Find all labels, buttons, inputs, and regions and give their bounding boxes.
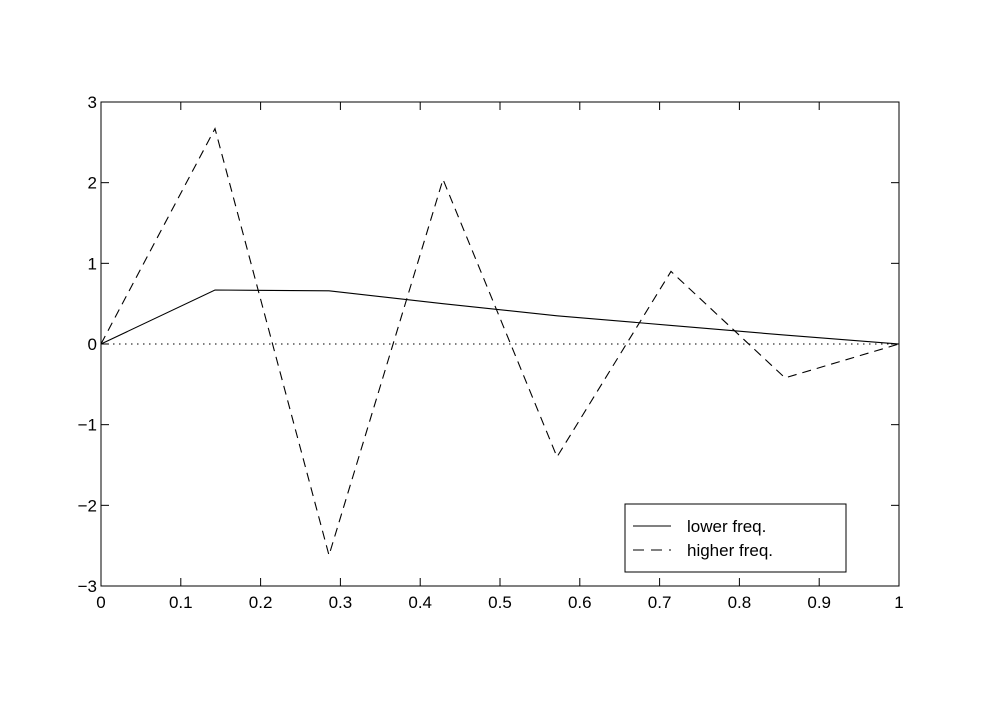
x-tick-label: 0.3 [329, 593, 353, 612]
x-tick-label: 0 [96, 593, 105, 612]
series-layer [100, 127, 900, 558]
y-tick-label: −2 [78, 496, 97, 515]
y-tick-label: 3 [88, 93, 97, 112]
x-tick-label: 0.6 [568, 593, 592, 612]
legend: lower freq. higher freq. [624, 503, 847, 573]
legend-label-1: lower freq. [687, 517, 766, 536]
series-line-2 [100, 127, 900, 558]
series-line-1 [100, 289, 900, 345]
x-tick-label: 0.4 [408, 593, 432, 612]
y-tick-label: 1 [88, 254, 97, 273]
x-tick-label: 0.7 [648, 593, 672, 612]
x-tick-label: 0.2 [249, 593, 273, 612]
ticks-layer: 0 0.1 0.2 0.3 0.4 0.5 0.6 0.7 0.8 0.9 1 −3 −2 −1 0 1 2 3 [78, 93, 904, 612]
y-tick-label: −1 [78, 416, 97, 435]
y-tick-label: −3 [78, 577, 97, 596]
legend-box [624, 503, 847, 573]
x-tick-label: 0.1 [169, 593, 193, 612]
x-tick-label: 1 [894, 593, 903, 612]
legend-label-2: higher freq. [687, 541, 773, 560]
x-tick-label: 0.9 [807, 593, 831, 612]
x-tick-label: 0.8 [728, 593, 752, 612]
x-tick-label: 0.5 [488, 593, 512, 612]
y-tick-label: 2 [88, 174, 97, 193]
y-tick-label: 0 [88, 335, 97, 354]
